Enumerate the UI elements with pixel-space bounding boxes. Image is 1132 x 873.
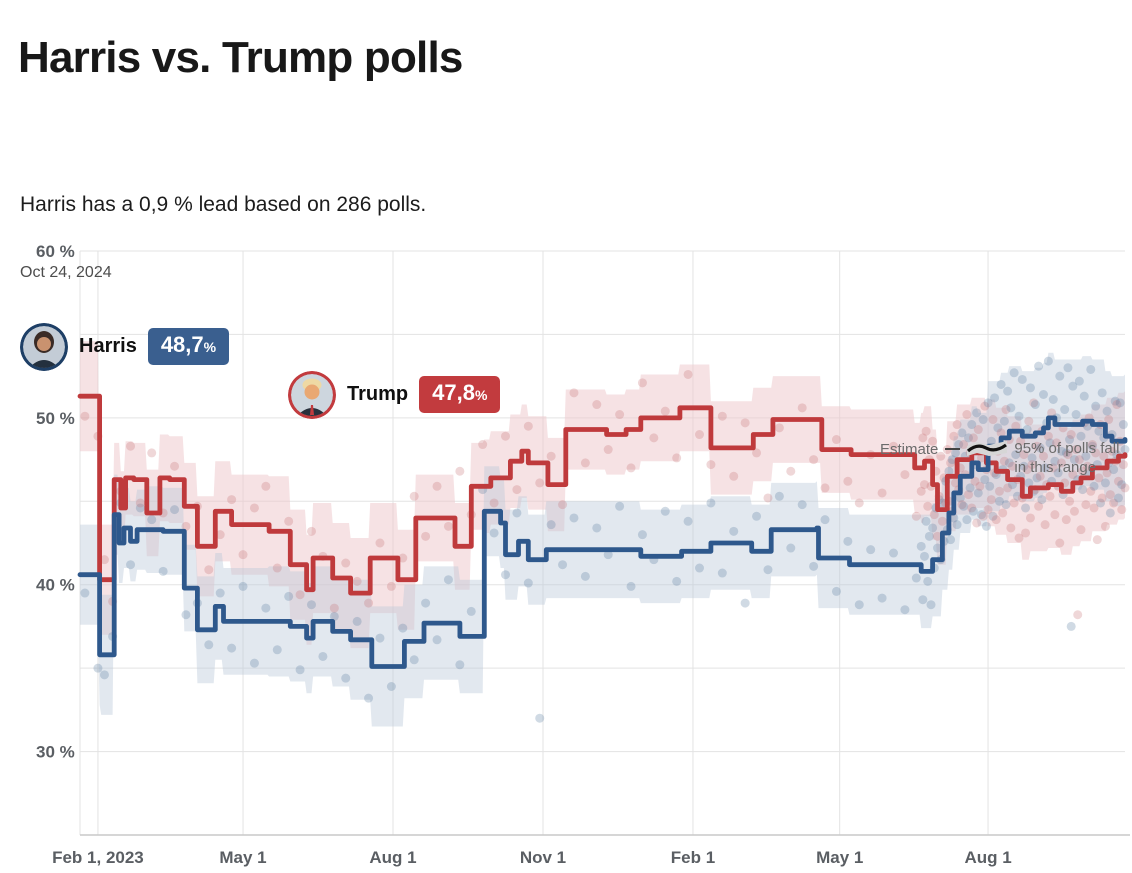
svg-text:30 %: 30 % xyxy=(36,743,75,762)
svg-text:40 %: 40 % xyxy=(36,576,75,595)
estimate-range-label: 95% of polls fall in this range xyxy=(1014,439,1120,476)
trump-avatar xyxy=(288,370,336,419)
svg-text:60 %: 60 % xyxy=(36,242,75,261)
page-title: Harris vs. Trump polls xyxy=(18,33,463,83)
estimate-label: Estimate xyxy=(880,440,939,458)
harris-value-badge: 48,7% xyxy=(147,328,230,366)
trump-value: 47,8 xyxy=(432,380,475,406)
trump-name: Trump xyxy=(347,383,409,406)
estimate-legend: Estimate 95% of polls fall in this range xyxy=(880,439,1132,477)
svg-text:50 %: 50 % xyxy=(36,409,75,428)
estimate-range-icon xyxy=(967,440,1008,456)
trump-unit: % xyxy=(474,387,488,404)
harris-unit: % xyxy=(203,339,217,356)
svg-text:Aug 1: Aug 1 xyxy=(369,848,416,867)
harris-value: 48,7 xyxy=(160,332,204,358)
date-label: Oct 24, 2024 xyxy=(20,263,112,281)
svg-text:May 1: May 1 xyxy=(219,848,266,867)
page-subtitle: Harris has a 0,9 % lead based on 286 pol… xyxy=(20,192,427,216)
trump-legend: Trump 47,8% xyxy=(288,370,1132,419)
svg-text:May 1: May 1 xyxy=(816,848,863,867)
harris-name: Harris xyxy=(79,335,137,358)
svg-text:Feb 1, 2023: Feb 1, 2023 xyxy=(52,848,144,867)
estimate-dash xyxy=(945,447,961,450)
svg-text:Feb 1: Feb 1 xyxy=(671,848,715,867)
trump-value-badge: 47,8% xyxy=(419,376,501,414)
harris-avatar xyxy=(20,322,68,371)
svg-text:Aug 1: Aug 1 xyxy=(964,848,1011,867)
harris-legend: Harris 48,7% xyxy=(20,322,1132,371)
svg-text:Nov 1: Nov 1 xyxy=(520,848,566,867)
